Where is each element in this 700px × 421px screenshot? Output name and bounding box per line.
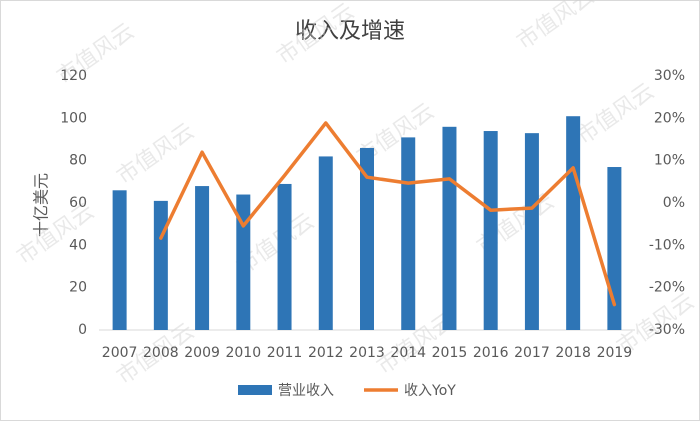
- y-tick-label: 80: [69, 153, 87, 169]
- bar: [401, 137, 416, 330]
- y-tick-label: 0: [78, 322, 87, 338]
- legend-swatch: [238, 385, 272, 395]
- x-tick-label: 2013: [349, 345, 385, 361]
- x-tick-label: 2011: [267, 345, 303, 361]
- bar: [360, 147, 374, 330]
- bar: [318, 156, 333, 330]
- x-tick-label: 2010: [225, 345, 261, 361]
- x-tick-label: 2016: [473, 345, 509, 361]
- y-tick-label: 40: [69, 237, 87, 253]
- bar: [483, 131, 498, 330]
- bar: [112, 190, 127, 330]
- y-tick-label: 100: [60, 110, 87, 126]
- y2-tick-label: 20%: [654, 110, 685, 126]
- y2-tick-label: -10%: [649, 237, 685, 253]
- chart-title: 收入及增速: [295, 19, 405, 44]
- line: [159, 121, 617, 307]
- y-tick-label: 120: [60, 68, 87, 84]
- x-tick-label: 2018: [555, 345, 591, 361]
- bar: [153, 200, 168, 330]
- bar: [524, 133, 539, 330]
- y2-tick-label: 30%: [654, 68, 685, 84]
- bar: [442, 126, 457, 330]
- bar: [195, 186, 210, 330]
- bar: [566, 116, 581, 330]
- y-tick-label: 60: [69, 195, 87, 211]
- y2-tick-label: 10%: [654, 153, 685, 169]
- y2-tick-label: 0%: [663, 195, 685, 211]
- bar: [277, 183, 292, 330]
- legend-label: 营业收入: [278, 383, 334, 399]
- y2-tick-label: -20%: [649, 280, 685, 296]
- x-tick-label: 2008: [143, 345, 179, 361]
- legend-label: 收入YoY: [404, 383, 456, 399]
- x-tick-label: 2012: [308, 345, 344, 361]
- x-tick-label: 2009: [184, 345, 220, 361]
- x-tick-label: 2017: [514, 345, 550, 361]
- bar: [236, 194, 251, 330]
- y-tick-label: 20: [69, 280, 87, 296]
- y-axis-label: 十亿美元: [32, 173, 51, 237]
- x-tick-label: 2019: [597, 345, 633, 361]
- x-tick-label: 2014: [390, 345, 426, 361]
- y2-tick-label: -30%: [649, 322, 685, 338]
- x-tick-label: 2007: [102, 345, 138, 361]
- x-tick-label: 2015: [432, 345, 468, 361]
